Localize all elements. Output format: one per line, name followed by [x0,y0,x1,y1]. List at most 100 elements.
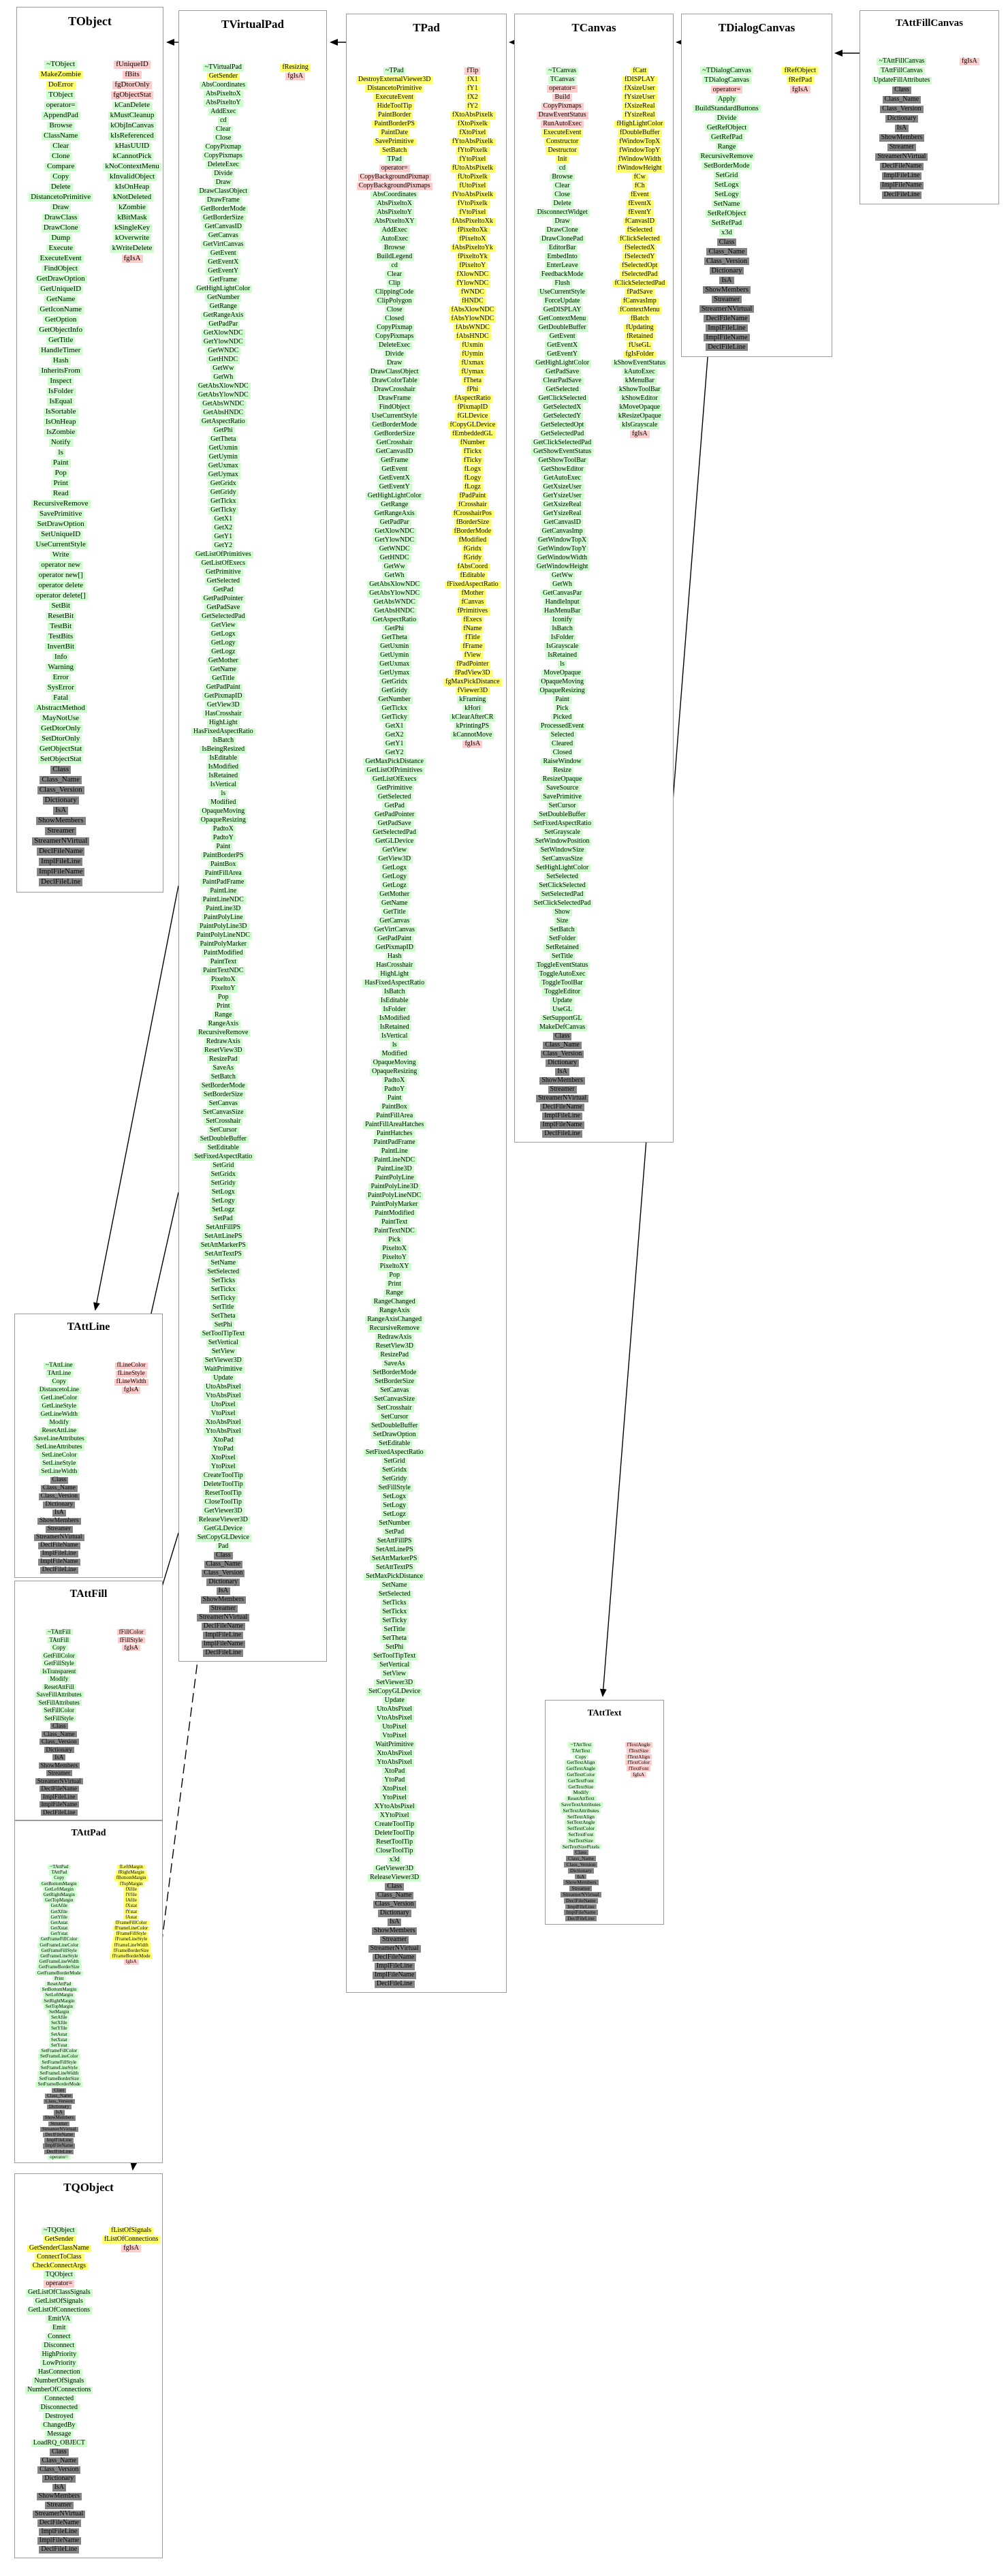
tpad-member-SetAttTextPS[interactable]: SetAttTextPS [374,1564,415,1572]
tcanvas-member-GetCanvasID[interactable]: GetCanvasID [541,518,583,527]
tattpad-member-GetYfile[interactable]: GetYfile [48,1914,70,1921]
tpad-member-DeleteExec[interactable]: DeleteExec [377,341,413,350]
tattfill-member-SetFillColor[interactable]: SetFillColor [42,1707,77,1714]
tvirtualpad-member-GetVirtCanvas[interactable]: GetVirtCanvas [201,240,246,249]
tattpad-member-fLeftMargin[interactable]: fLeftMargin [117,1864,145,1870]
tvirtualpad-member-GetListOfExecs[interactable]: GetListOfExecs [199,559,248,568]
tobject-member-SysError[interactable]: SysError [45,683,76,692]
tpad-member-GetWNDC[interactable]: GetWNDC [377,545,412,553]
tqobject-member-GetSender[interactable]: GetSender [42,2235,76,2244]
tpad-member-GetView[interactable]: GetView [380,846,409,854]
tatttext-member-ImplFileName[interactable]: ImplFileName [564,1910,598,1916]
tvirtualpad-member-PaintBorderPS[interactable]: PaintBorderPS [201,852,246,860]
tpad-member-SetAttLinePS[interactable]: SetAttLinePS [373,1546,415,1554]
tvirtualpad-member-ResizePad[interactable]: ResizePad [206,1055,240,1064]
tcanvas-member-fEventX[interactable]: fEventX [626,200,654,208]
tattfill-member-GetFillColor[interactable]: GetFillColor [41,1652,77,1659]
tattpad-member-ImplFileName[interactable]: ImplFileName [43,2143,76,2149]
tvirtualpad-member-ReleaseViewer3D[interactable]: ReleaseViewer3D [196,1516,250,1524]
tattpad-member-SetTopMargin[interactable]: SetTopMargin [43,2004,75,2010]
tobject-member-GetIconName[interactable]: GetIconName [37,305,84,314]
tvirtualpad-member-GetUymax[interactable]: GetUymax [206,471,240,479]
tpad-member-fLogx[interactable]: fLogx [462,465,484,474]
tqobject-member-NumberOfSignals[interactable]: NumberOfSignals [32,2377,86,2385]
tobject-member-Class_Name[interactable]: Class_Name [40,775,82,784]
tvirtualpad-member-PaintPadFrame[interactable]: PaintPadFrame [200,878,247,886]
tpad-member-PaintBorder[interactable]: PaintBorder [376,111,413,119]
tcanvas-member-Resize[interactable]: Resize [551,766,573,775]
tvirtualpad-member-HasCrosshair[interactable]: HasCrosshair [202,710,244,718]
tvirtualpad-member-SetSelected[interactable]: SetSelected [205,1268,242,1276]
tcanvas-member-fBatch[interactable]: fBatch [628,315,651,323]
tcanvas-member-kIsGrayscale[interactable]: kIsGrayscale [620,421,660,429]
tqobject-member-GetSenderClassName[interactable]: GetSenderClassName [27,2244,91,2252]
tatttext-member-fgIsA[interactable]: fgIsA [631,1772,647,1778]
tpad-member-XtoPad[interactable]: XtoPad [382,1767,407,1775]
class-title-tatttext[interactable]: TAttText [587,1707,622,1718]
tatttext-member-ResetAttText[interactable]: ResetAttText [565,1796,597,1802]
tpad-member-SetLogx[interactable]: SetLogx [381,1493,409,1501]
tvirtualpad-member-SetLogz[interactable]: SetLogz [210,1206,237,1214]
tpad-member-Closed[interactable]: Closed [383,315,407,323]
tcanvas-member-fWindowWidth[interactable]: fWindowWidth [616,155,663,164]
tobject-member-Print[interactable]: Print [51,479,70,488]
tattpad-member-ImplFileLine[interactable]: ImplFileLine [44,2137,74,2143]
tcanvas-member-GetContextMenu[interactable]: GetContextMenu [536,315,588,323]
tatttext-member-GetTextAlign[interactable]: GetTextAlign [565,1760,597,1766]
tpad-member-SetBorderMode[interactable]: SetBorderMode [371,1369,419,1377]
tobject-member-operatordelete[interactable]: operator delete[] [33,591,88,600]
tvirtualpad-member-GetWw[interactable]: GetWw [210,364,236,373]
tobject-member-kIsOnHeap[interactable]: kIsOnHeap [112,183,152,191]
tvirtualpad-member-GetLogy[interactable]: GetLogy [209,639,238,647]
tdialogcanvas-member-Streamer[interactable]: Streamer [712,296,742,304]
tcanvas-member-SetHighLightColor[interactable]: SetHighLightColor [533,864,591,872]
tatttext-member-SetTextSize[interactable]: SetTextSize [567,1837,595,1844]
tpad-member-fExecs[interactable]: fExecs [461,616,484,624]
tvirtualpad-member-SetView[interactable]: SetView [209,1348,237,1356]
tattfill-member-GetFillStyle[interactable]: GetFillStyle [42,1660,76,1667]
tcanvas-member-fWindowHeight[interactable]: fWindowHeight [615,164,664,172]
tcanvas-member-ClearPadSave[interactable]: ClearPadSave [541,377,584,385]
tdialogcanvas-member-DeclFileName[interactable]: DeclFileName [704,315,750,323]
tpad-member-SetGridy[interactable]: SetGridy [380,1475,409,1483]
tattpad-member-Dictionary[interactable]: Dictionary [46,2104,72,2110]
tpad-member-SetToolTipText[interactable]: SetToolTipText [371,1652,418,1660]
tpad-member-fgIsA[interactable]: fgIsA [462,740,483,748]
tcanvas-member-IsFolder[interactable]: IsFolder [548,634,576,642]
tvirtualpad-member-PaintPolyLine3D[interactable]: PaintPolyLine3D [198,922,249,931]
tvirtualpad-member-GetYlowNDC[interactable]: GetYlowNDC [201,338,245,346]
tvirtualpad-member-CreateToolTip[interactable]: CreateToolTip [201,1472,245,1480]
tobject-member-InvertBit[interactable]: InvertBit [45,642,77,651]
tattpad-member-SetFrameLineWidth[interactable]: SetFrameLineWidth [37,2070,81,2077]
tpad-member-PaintTextNDC[interactable]: PaintTextNDC [372,1227,417,1235]
tpad-member-Close[interactable]: Close [384,306,405,314]
tobject-member-DeclFileLine[interactable]: DeclFileLine [39,878,83,886]
tattpad-member-GetFrameBorderMode[interactable]: GetFrameBorderMode [35,1970,83,1976]
tpad-member-DrawFrame[interactable]: DrawFrame [376,394,413,403]
tvirtualpad-member-SetTickx[interactable]: SetTickx [208,1286,238,1294]
tcanvas-member-GetSelectedPad[interactable]: GetSelectedPad [538,430,586,438]
tpad-member-fY1[interactable]: fY1 [465,84,480,93]
tvirtualpad-member-GetHNDC[interactable]: GetHNDC [206,356,240,364]
tpad-member-fUxmin[interactable]: fUxmin [460,341,486,350]
tpad-member-fXlowNDC[interactable]: fXlowNDC [454,270,491,279]
tpad-member-GetView3D[interactable]: GetView3D [376,855,413,863]
tvirtualpad-member-GetRangeAxis[interactable]: GetRangeAxis [201,311,246,320]
tvirtualpad-member-IsEditable[interactable]: IsEditable [207,754,240,762]
tattline-member-Copy[interactable]: Copy [50,1378,69,1386]
tcanvas-member-GetPadSave[interactable]: GetPadSave [544,368,582,376]
tobject-member-kInvalidObject[interactable]: kInvalidObject [108,172,157,181]
tcanvas-member-EditorBar[interactable]: EditorBar [546,244,578,252]
tatttext-member-fTextAngle[interactable]: fTextAngle [625,1742,652,1748]
tattline-member-ShowMembers[interactable]: ShowMembers [37,1517,81,1525]
tqobject-member-operator[interactable]: operator= [44,2280,75,2288]
tpad-member-fUtoPixel[interactable]: fUtoPixel [457,182,488,190]
tvirtualpad-member-GetAbsYlowNDC[interactable]: GetAbsYlowNDC [195,391,251,399]
tobject-member-Read[interactable]: Read [50,489,71,498]
tdialogcanvas-member-Dictionary[interactable]: Dictionary [709,267,744,275]
tvirtualpad-member-AddExec[interactable]: AddExec [208,108,238,116]
class-title-tpad[interactable]: TPad [413,21,440,34]
tcanvas-member-fWindowTopY[interactable]: fWindowTopY [617,146,663,155]
tpad-member-SetCanvas[interactable]: SetCanvas [378,1386,411,1395]
tatttext-member-GetTextColor[interactable]: GetTextColor [565,1772,597,1778]
